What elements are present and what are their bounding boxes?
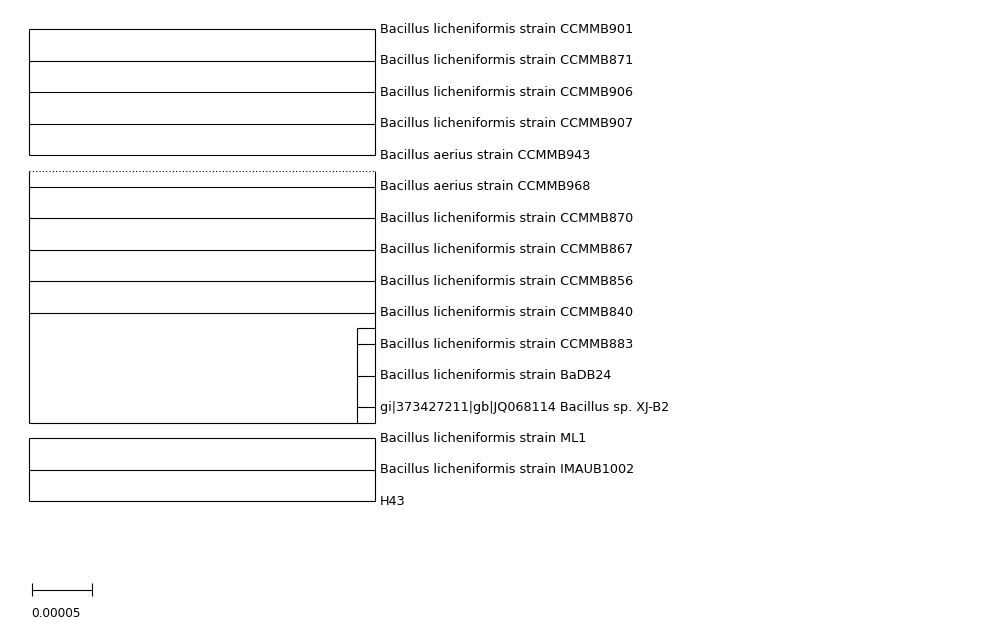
Text: Bacillus licheniformis strain CCMMB870: Bacillus licheniformis strain CCMMB870 [380, 212, 633, 224]
Text: Bacillus licheniformis strain CCMMB906: Bacillus licheniformis strain CCMMB906 [380, 86, 633, 99]
Text: Bacillus licheniformis strain CCMMB840: Bacillus licheniformis strain CCMMB840 [380, 306, 633, 319]
Text: Bacillus licheniformis strain ML1: Bacillus licheniformis strain ML1 [380, 432, 586, 445]
Text: 0.00005: 0.00005 [32, 607, 81, 620]
Text: Bacillus licheniformis strain CCMMB883: Bacillus licheniformis strain CCMMB883 [380, 338, 633, 351]
Text: Bacillus licheniformis strain BaDB24: Bacillus licheniformis strain BaDB24 [380, 369, 612, 382]
Text: Bacillus aerius strain CCMMB943: Bacillus aerius strain CCMMB943 [380, 149, 591, 162]
Text: Bacillus licheniformis strain CCMMB901: Bacillus licheniformis strain CCMMB901 [380, 23, 633, 36]
Text: Bacillus licheniformis strain IMAUB1002: Bacillus licheniformis strain IMAUB1002 [380, 464, 634, 476]
Text: gi|373427211|gb|JQ068114 Bacillus sp. XJ-B2: gi|373427211|gb|JQ068114 Bacillus sp. XJ… [380, 401, 669, 414]
Text: Bacillus licheniformis strain CCMMB907: Bacillus licheniformis strain CCMMB907 [380, 118, 633, 130]
Text: Bacillus licheniformis strain CCMMB871: Bacillus licheniformis strain CCMMB871 [380, 54, 633, 68]
Text: Bacillus licheniformis strain CCMMB856: Bacillus licheniformis strain CCMMB856 [380, 274, 633, 288]
Text: Bacillus licheniformis strain CCMMB867: Bacillus licheniformis strain CCMMB867 [380, 243, 633, 256]
Text: Bacillus aerius strain CCMMB968: Bacillus aerius strain CCMMB968 [380, 180, 591, 193]
Text: H43: H43 [380, 495, 406, 508]
